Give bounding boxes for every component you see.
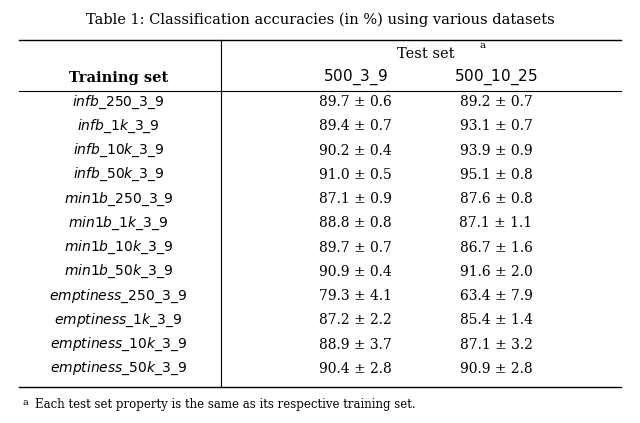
Text: $\mathit{emptiness\_10k\_3\_9}$: $\mathit{emptiness\_10k\_3\_9}$	[50, 336, 187, 353]
Text: $\mathit{emptiness\_250\_3\_9}$: $\mathit{emptiness\_250\_3\_9}$	[49, 288, 188, 305]
Text: 90.2 ± 0.4: 90.2 ± 0.4	[319, 143, 392, 157]
Text: $\mathit{min1b\_10k\_3\_9}$: $\mathit{min1b\_10k\_3\_9}$	[64, 239, 173, 256]
Text: 86.7 ± 1.6: 86.7 ± 1.6	[460, 241, 532, 255]
Text: 90.9 ± 2.8: 90.9 ± 2.8	[460, 362, 532, 376]
Text: 87.2 ± 2.2: 87.2 ± 2.2	[319, 313, 392, 327]
Text: 90.9 ± 0.4: 90.9 ± 0.4	[319, 265, 392, 279]
Text: 87.1 ± 3.2: 87.1 ± 3.2	[460, 338, 532, 352]
Text: 91.0 ± 0.5: 91.0 ± 0.5	[319, 168, 392, 182]
Text: 88.9 ± 3.7: 88.9 ± 3.7	[319, 338, 392, 352]
Text: $\mathit{min1b\_1k\_3\_9}$: $\mathit{min1b\_1k\_3\_9}$	[68, 215, 168, 232]
Text: 85.4 ± 1.4: 85.4 ± 1.4	[460, 313, 532, 327]
Text: 89.4 ± 0.7: 89.4 ± 0.7	[319, 119, 392, 133]
Text: $\mathit{infb\_1k\_3\_9}$: $\mathit{infb\_1k\_3\_9}$	[77, 118, 160, 135]
Text: 87.1 ± 1.1: 87.1 ± 1.1	[460, 216, 532, 230]
Text: $\mathit{infb\_250\_3\_9}$: $\mathit{infb\_250\_3\_9}$	[72, 93, 164, 111]
Text: 89.7 ± 0.7: 89.7 ± 0.7	[319, 241, 392, 255]
Text: 95.1 ± 0.8: 95.1 ± 0.8	[460, 168, 532, 182]
Text: $\mathit{min1b\_250\_3\_9}$: $\mathit{min1b\_250\_3\_9}$	[63, 190, 173, 208]
Text: 87.6 ± 0.8: 87.6 ± 0.8	[460, 192, 532, 206]
Text: $\mathbf{\mathit{500\_10\_25}}$: $\mathbf{\mathit{500\_10\_25}}$	[454, 68, 538, 88]
Text: 93.9 ± 0.9: 93.9 ± 0.9	[460, 143, 532, 157]
Text: a: a	[22, 398, 28, 407]
Text: $\mathit{emptiness\_1k\_3\_9}$: $\mathit{emptiness\_1k\_3\_9}$	[54, 312, 182, 329]
Text: $\mathit{emptiness\_50k\_3\_9}$: $\mathit{emptiness\_50k\_3\_9}$	[50, 360, 187, 377]
Text: Each test set property is the same as its respective training set.: Each test set property is the same as it…	[35, 398, 416, 411]
Text: Test set: Test set	[397, 47, 454, 60]
Text: 63.4 ± 7.9: 63.4 ± 7.9	[460, 289, 532, 303]
Text: 90.4 ± 2.8: 90.4 ± 2.8	[319, 362, 392, 376]
Text: $\mathbf{\mathit{500\_3\_9}}$: $\mathbf{\mathit{500\_3\_9}}$	[323, 68, 388, 88]
Text: $\mathit{infb\_10k\_3\_9}$: $\mathit{infb\_10k\_3\_9}$	[72, 142, 164, 159]
Text: 87.1 ± 0.9: 87.1 ± 0.9	[319, 192, 392, 206]
Text: 89.7 ± 0.6: 89.7 ± 0.6	[319, 95, 392, 109]
Text: 91.6 ± 2.0: 91.6 ± 2.0	[460, 265, 532, 279]
Text: Table 1: Classification accuracies (in %) using various datasets: Table 1: Classification accuracies (in %…	[86, 13, 554, 27]
Text: 93.1 ± 0.7: 93.1 ± 0.7	[460, 119, 532, 133]
Text: a: a	[480, 41, 486, 50]
Text: 88.8 ± 0.8: 88.8 ± 0.8	[319, 216, 392, 230]
Text: Training set: Training set	[68, 71, 168, 85]
Text: $\mathit{min1b\_50k\_3\_9}$: $\mathit{min1b\_50k\_3\_9}$	[64, 263, 173, 280]
Text: $\mathit{infb\_50k\_3\_9}$: $\mathit{infb\_50k\_3\_9}$	[72, 166, 164, 184]
Text: 79.3 ± 4.1: 79.3 ± 4.1	[319, 289, 392, 303]
Text: 89.2 ± 0.7: 89.2 ± 0.7	[460, 95, 532, 109]
